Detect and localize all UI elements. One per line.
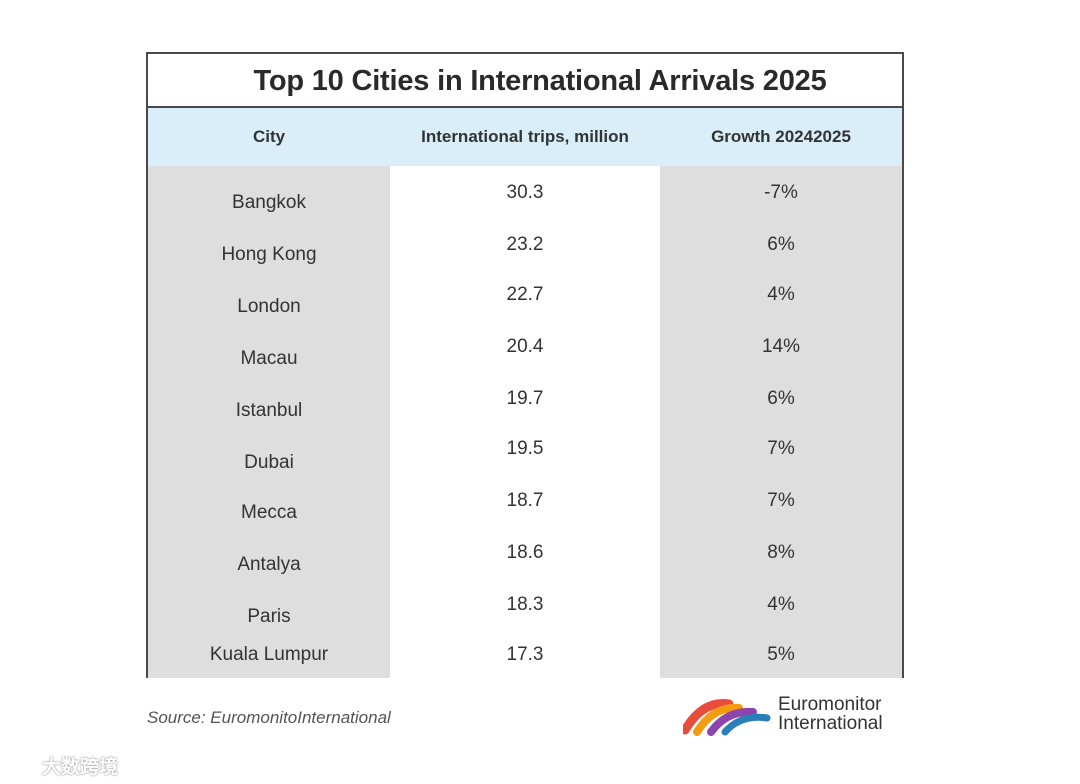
city-cell: Antalya [237, 554, 301, 575]
trips-cell: 20.4 [506, 336, 544, 357]
growth-cell: 6% [767, 388, 795, 409]
header-city: City [252, 127, 286, 146]
table-header: City International trips, million Growth… [148, 108, 902, 166]
trips-cell: 23.2 [506, 234, 544, 255]
header-trips: International trips, million [421, 127, 629, 146]
city-cell: Mecca [241, 502, 297, 523]
trips-column: 30.3 23.2 22.7 20.4 19.7 19.5 18.7 18.6 18.3 17.3 [390, 166, 660, 678]
city-column: Bangkok Hong Kong London Macau Istanbul Dubai… [148, 166, 390, 678]
trips-cell: 18.6 [506, 542, 544, 563]
city-cell: Dubai [244, 452, 294, 473]
euromonitor-logo-icon [683, 699, 771, 736]
city-cell: Paris [247, 606, 291, 627]
trips-cell: 19.7 [506, 388, 544, 409]
city-cell: Macau [240, 348, 298, 369]
growth-cell: 8% [767, 542, 795, 563]
source-note: Source: EuromonitoInternational [147, 708, 391, 727]
city-cell: Hong Kong [221, 244, 317, 265]
trips-cell: 17.3 [506, 644, 544, 665]
growth-column: -7% 6% 4% 14% 6% 7% 7% 8% 4% 5% [660, 166, 902, 678]
growth-cell: 6% [767, 234, 795, 255]
growth-cell: 4% [767, 284, 795, 305]
watermark-text: 大数跨境 [42, 757, 119, 778]
table-body: Bangkok Hong Kong London Macau Istanbul Dubai… [148, 166, 902, 678]
logo-line-2: International [778, 713, 883, 734]
growth-cell: -7% [764, 182, 798, 203]
city-cell: Kuala Lumpur [209, 644, 329, 665]
trips-cell: 18.3 [506, 594, 544, 615]
city-cell: London [237, 296, 301, 317]
growth-cell: 5% [767, 644, 795, 665]
trips-cell: 30.3 [506, 182, 544, 203]
city-cell: Bangkok [232, 192, 306, 213]
trips-cell: 19.5 [506, 438, 544, 459]
growth-cell: 7% [767, 438, 795, 459]
header-growth: Growth 20242025 [711, 127, 851, 146]
table-card: Top 10 Cities in International Arrivals … [146, 52, 904, 678]
watermark-logo-icon [8, 756, 38, 773]
trips-cell: 18.7 [506, 490, 544, 511]
logo-text: Euromonitor International [778, 695, 883, 733]
trips-cell: 22.7 [506, 284, 544, 305]
growth-cell: 14% [761, 336, 801, 357]
watermark: 大数跨境 [6, 752, 118, 779]
logo-line-1: Euromonitor [778, 694, 882, 715]
chart-title: Top 10 Cities in International Arrivals … [148, 54, 902, 108]
city-cell: Istanbul [235, 400, 303, 421]
growth-cell: 4% [767, 594, 795, 615]
growth-cell: 7% [767, 490, 795, 511]
